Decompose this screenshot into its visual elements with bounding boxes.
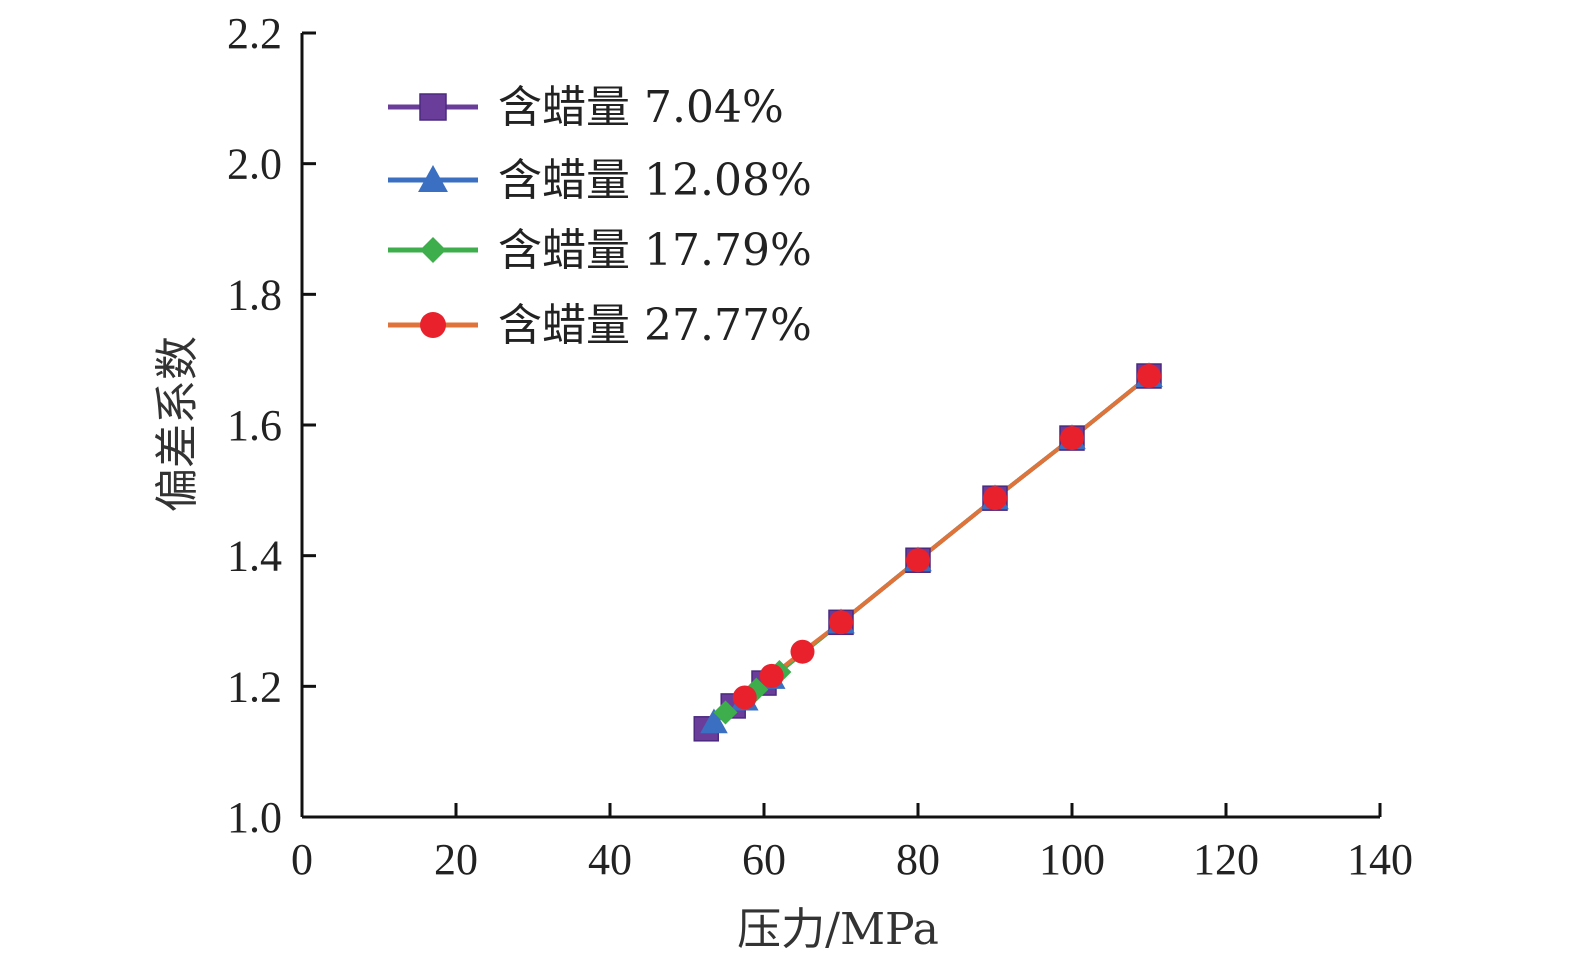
data-point-series-4 <box>829 610 853 635</box>
plot-markers <box>693 362 1163 742</box>
legend-marker <box>420 312 446 338</box>
x-tick-label: 120 <box>1193 835 1259 884</box>
y-tick-label: 1.2 <box>227 662 282 711</box>
x-tick-label: 100 <box>1039 835 1105 884</box>
data-point-series-3 <box>713 700 738 725</box>
x-tick-label: 60 <box>742 835 786 884</box>
data-point-series-4 <box>1137 364 1161 388</box>
y-axis-title: 偏差系数 <box>152 336 203 512</box>
legend: 含蜡量 7.04% 含蜡量 12.08% 含蜡量 17.79% 含蜡量 27.77% <box>388 82 812 351</box>
x-tick-label: 80 <box>896 835 940 884</box>
data-point-series-4 <box>906 548 930 573</box>
axes: 0 20 40 60 80 100 120 140 1.0 1.2 1.4 1.6 1.8 2.0 2.2 <box>227 9 1413 884</box>
legend-label: 含蜡量 27.77% <box>498 300 812 351</box>
data-point-series-4 <box>759 663 784 688</box>
legend-marker <box>418 165 448 192</box>
x-tick-label: 40 <box>588 835 632 884</box>
y-tick-label: 1.6 <box>227 401 282 450</box>
x-tick-label: 140 <box>1347 835 1413 884</box>
legend-marker <box>420 237 446 263</box>
x-axis-title: 压力/MPa <box>737 904 939 955</box>
data-point-series-4 <box>732 685 757 710</box>
legend-label: 含蜡量 12.08% <box>498 155 812 206</box>
data-point-series-4 <box>1060 426 1084 451</box>
data-point-series-4 <box>790 639 815 664</box>
legend-label: 含蜡量 17.79% <box>498 225 812 276</box>
legend-marker <box>419 93 447 121</box>
y-tick-label: 2.2 <box>227 9 282 58</box>
data-point-series-4 <box>983 486 1007 511</box>
y-tick-label: 2.0 <box>227 140 282 189</box>
legend-label: 含蜡量 7.04% <box>498 82 784 133</box>
y-tick-label: 1.0 <box>227 793 282 842</box>
legend-item-1: 含蜡量 7.04% <box>388 82 784 133</box>
x-tick-label: 0 <box>291 835 313 884</box>
y-tick-label: 1.8 <box>227 270 282 319</box>
y-tick-label: 1.4 <box>227 532 282 581</box>
legend-item-4: 含蜡量 27.77% <box>388 300 812 351</box>
x-tick-label: 20 <box>434 835 478 884</box>
data-point-series-2 <box>700 708 728 734</box>
legend-item-2: 含蜡量 12.08% <box>388 155 812 206</box>
legend-item-3: 含蜡量 17.79% <box>388 225 812 276</box>
